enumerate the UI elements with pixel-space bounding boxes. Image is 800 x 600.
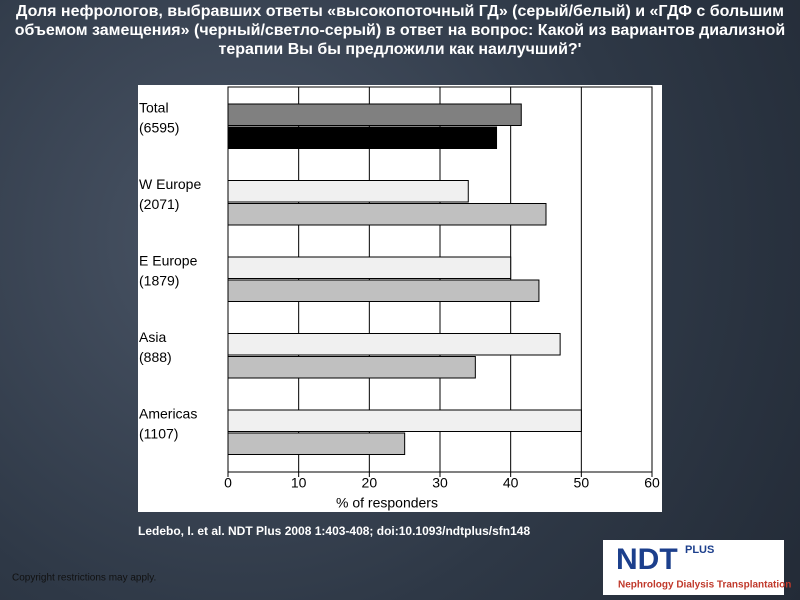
x-tick-label: 60	[644, 475, 660, 491]
x-tick-label: 30	[432, 475, 448, 491]
y-tick-label: E Europe	[139, 253, 198, 269]
bar	[227, 279, 540, 302]
bar	[227, 203, 547, 226]
x-axis-label: % of responders	[336, 495, 438, 511]
bar	[227, 126, 498, 149]
bar	[227, 432, 406, 455]
y-tick-label: Americas	[139, 406, 197, 422]
logo-plus: PLUS	[685, 544, 714, 556]
x-tick-label: 50	[574, 475, 590, 491]
y-tick-label: (6595)	[139, 120, 179, 136]
x-tick-label: 10	[291, 475, 307, 491]
y-tick-label: Asia	[139, 329, 166, 345]
x-tick-label: 20	[362, 475, 378, 491]
logo-subtitle: Nephrology Dialysis Transplantation	[618, 580, 791, 591]
copyright: Copyright restrictions may apply.	[12, 573, 156, 584]
bar	[227, 256, 512, 279]
bar	[227, 180, 469, 203]
logo-box	[603, 540, 784, 595]
bar	[227, 409, 582, 432]
y-tick-label: (1107)	[139, 426, 178, 442]
logo-name: NDT	[616, 543, 678, 576]
y-tick-label: Total	[139, 100, 169, 116]
x-tick-label: 0	[224, 475, 232, 491]
x-tick-label: 40	[503, 475, 519, 491]
bar	[227, 333, 561, 356]
citation: Ledebo, I. et al. NDT Plus 2008 1:403-40…	[138, 524, 530, 538]
bar	[227, 356, 476, 379]
y-tick-label: W Europe	[139, 176, 201, 192]
y-tick-label: (888)	[139, 349, 172, 365]
bar	[227, 103, 522, 126]
y-tick-label: (1879)	[139, 273, 179, 289]
y-tick-label: (2071)	[139, 196, 179, 212]
slide-title: Доля нефрологов, выбравших ответы «высок…	[14, 3, 786, 58]
